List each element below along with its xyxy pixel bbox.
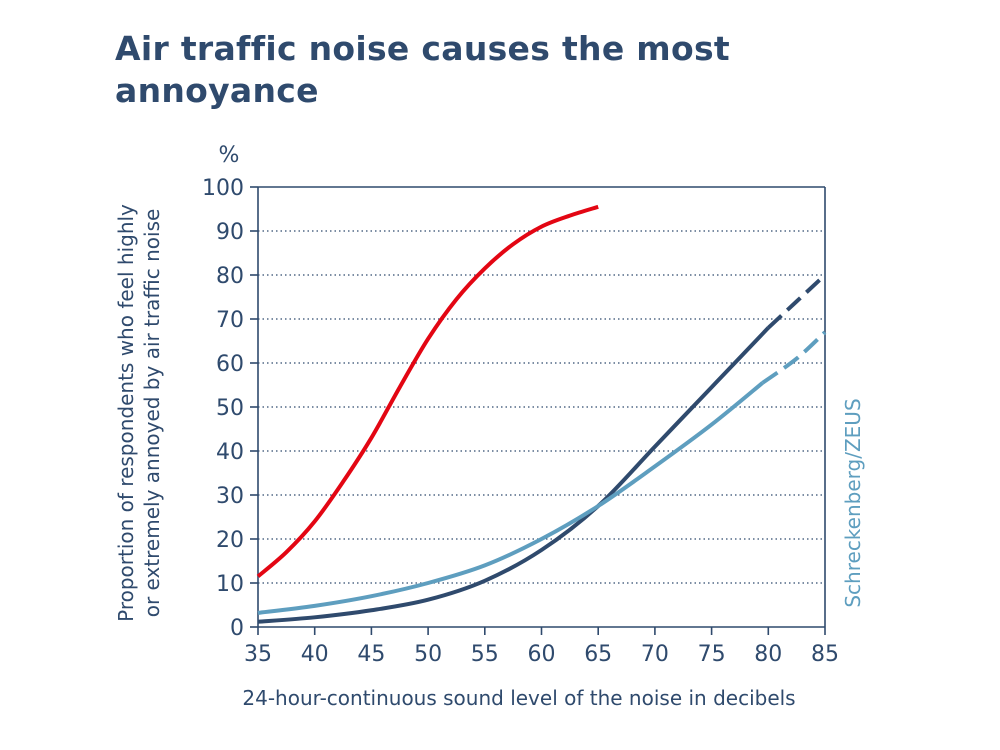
tick-labels: 0 10 20 30 40 50 60 70 80 90 100 35 40 45 50 55 60 65 70 75… — [202, 176, 839, 667]
series-line-1 — [257, 326, 770, 624]
x-tick-label: 45 — [357, 642, 385, 667]
x-tick-label: 75 — [698, 642, 726, 667]
grid-lines — [258, 230, 825, 584]
x-tick-label: 60 — [528, 642, 556, 667]
series-line-0 — [256, 204, 599, 578]
y-tick-label: 60 — [216, 352, 244, 377]
x-tick-label: 40 — [301, 642, 329, 667]
y-tick-label: 90 — [216, 220, 244, 245]
source-label: Schreckenberg/ZEUS — [841, 398, 865, 607]
y-tick-label: 40 — [216, 440, 244, 465]
y-tick-label: 20 — [216, 528, 244, 553]
y-tick-label: 50 — [216, 396, 244, 421]
x-tick-label: 55 — [471, 642, 499, 667]
series-line-4 — [761, 330, 827, 385]
x-tick-label: 35 — [244, 642, 272, 667]
y-axis-label-line2: or extremely annoyed by air traffic nois… — [140, 209, 164, 618]
y-tick-label: 70 — [216, 308, 244, 333]
axes — [250, 186, 826, 635]
y-tick-label: 0 — [230, 616, 244, 641]
y-unit-label: % — [219, 143, 240, 168]
x-tick-label: 50 — [414, 642, 442, 667]
series-line-2 — [766, 273, 827, 330]
y-axis-label-line1: Proportion of respondents who feel highl… — [114, 204, 138, 622]
x-tick-label: 65 — [584, 642, 612, 667]
chart-title: Air traffic noise causes the most annoya… — [115, 29, 730, 110]
y-tick-label: 100 — [202, 176, 244, 201]
y-tick-label: 80 — [216, 264, 244, 289]
series-lines — [256, 204, 827, 624]
y-tick-label: 10 — [216, 572, 244, 597]
x-tick-label: 70 — [641, 642, 669, 667]
x-tick-label: 85 — [811, 642, 839, 667]
series-line-3 — [257, 381, 764, 615]
x-axis-label: 24-hour-continuous sound level of the no… — [242, 686, 795, 710]
x-tick-label: 80 — [754, 642, 782, 667]
y-tick-label: 30 — [216, 484, 244, 509]
